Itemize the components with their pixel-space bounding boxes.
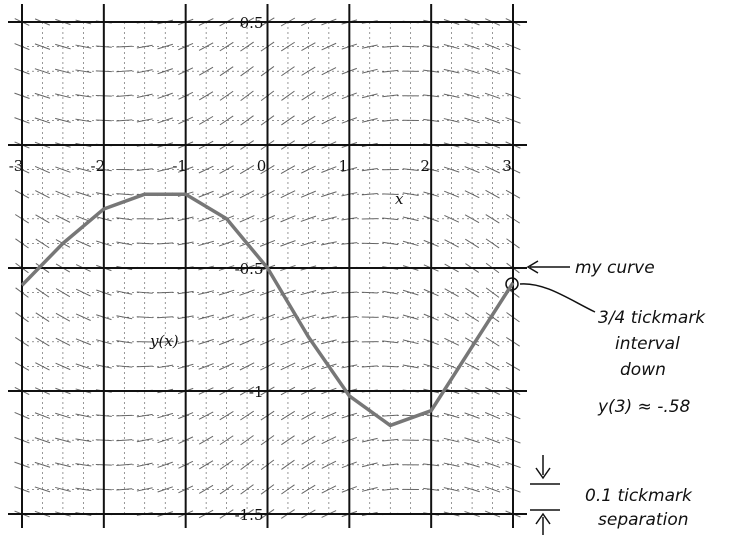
slope-segment — [157, 317, 173, 318]
arrow — [520, 284, 595, 312]
slope-segment — [116, 489, 132, 490]
x-tick-label: 2 — [420, 157, 430, 175]
slope-segment — [382, 95, 398, 97]
slope-segment — [219, 191, 233, 198]
y-tick-label: 0.5 — [240, 14, 264, 32]
slope-segment — [137, 119, 153, 122]
slope-segment — [362, 292, 378, 293]
slope-segment — [198, 241, 213, 245]
slope-segment — [382, 439, 398, 441]
estimate: y(3) ≈ -.58 — [597, 397, 691, 417]
slope-segment — [445, 240, 459, 247]
slope-segment — [137, 292, 153, 293]
arrow — [536, 455, 550, 478]
slope-segment — [382, 70, 398, 72]
slope-segment — [116, 440, 132, 441]
slope-segment — [137, 439, 153, 442]
slope-segment — [444, 338, 458, 345]
slope-segment — [116, 464, 132, 465]
y-tick-label: -0.5 — [235, 260, 264, 278]
y-axis-label: y(x) — [149, 332, 179, 350]
slope-segment — [382, 120, 398, 122]
slope-segment — [382, 464, 398, 466]
slope-segment — [362, 194, 378, 195]
slope-segment — [137, 414, 153, 416]
slope-segment — [219, 315, 234, 320]
slope-segment — [403, 241, 418, 245]
offset-note: 3/4 tickmark — [598, 308, 706, 328]
slope-segment — [116, 366, 132, 367]
slope-segment — [219, 241, 234, 246]
slope-segment — [382, 46, 398, 47]
x-axis-label: x — [395, 190, 404, 208]
y-tick-label: -1.5 — [235, 506, 264, 524]
slope-segment — [157, 243, 173, 244]
slope-segment — [137, 366, 153, 367]
offset-note: interval — [615, 334, 680, 354]
slope-segment — [116, 46, 132, 47]
slope-segment — [362, 366, 378, 367]
slope-segment — [137, 317, 153, 318]
slope-segment — [403, 290, 418, 295]
slope-segment — [444, 215, 458, 222]
x-tick-label: -2 — [91, 157, 106, 175]
x-tick-label: 1 — [339, 157, 349, 175]
slope-segment — [382, 366, 398, 367]
slope-segment — [116, 120, 132, 121]
slope-segment — [157, 292, 173, 293]
separation-note: separation — [598, 510, 689, 530]
x-tick-label: 0 — [257, 157, 267, 175]
slope-segment — [116, 71, 132, 72]
separation-note: 0.1 tickmark — [585, 486, 693, 506]
x-tick-label: 3 — [502, 157, 512, 175]
slope-segment — [116, 194, 132, 195]
slope-segment — [219, 290, 234, 295]
arrow — [536, 514, 550, 535]
slope-segment — [137, 243, 153, 244]
x-tick-label: -3 — [9, 157, 24, 175]
slope-segment — [382, 415, 398, 416]
slope-segment — [445, 289, 459, 297]
y-tick-label: -1 — [249, 383, 264, 401]
offset-note: down — [620, 360, 666, 380]
slope-segment — [362, 119, 378, 123]
slope-segment — [403, 46, 419, 47]
chart: -3 -2 -1 0 1 2 3 0.5 -0.5 -1 -1.5 x y(x) my curve … — [0, 0, 742, 537]
curve-note: my curve — [575, 258, 655, 278]
x-tick-label: -1 — [172, 157, 187, 175]
slope-segment — [116, 95, 132, 96]
slope-segment — [137, 94, 153, 97]
annotations: my curve 3/4 tickmark interval down y(3)… — [506, 258, 706, 535]
slope-segment — [445, 313, 459, 321]
